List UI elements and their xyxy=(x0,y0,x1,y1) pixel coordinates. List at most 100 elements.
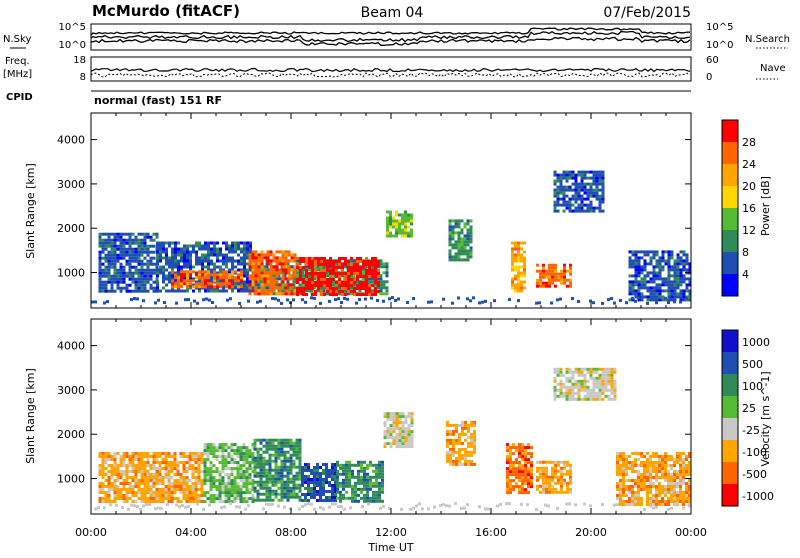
heatmap-cell xyxy=(539,282,542,285)
heatmap-cell xyxy=(254,463,257,466)
heatmap-cell xyxy=(99,452,102,455)
heatmap-cell xyxy=(341,272,344,275)
heatmap-cell xyxy=(168,260,171,263)
heatmap-cell xyxy=(114,467,117,470)
heatmap-cell xyxy=(252,265,255,268)
heatmap-cell xyxy=(646,491,649,494)
heatmap-cell xyxy=(590,183,593,186)
heatmap-cell xyxy=(293,481,296,484)
heatmap-cell xyxy=(667,458,670,461)
heatmap-cell xyxy=(563,383,566,386)
heatmap-cell xyxy=(406,301,409,304)
heatmap-cell xyxy=(246,467,249,470)
heatmap-cell xyxy=(177,251,180,254)
heatmap-cell xyxy=(560,467,563,470)
heatmap-cell xyxy=(305,275,308,278)
heatmap-cell xyxy=(655,455,658,458)
heatmap-cell xyxy=(219,248,222,251)
heatmap-cell xyxy=(280,302,283,305)
heatmap-cell xyxy=(599,201,602,204)
heatmap-cell xyxy=(590,368,593,371)
heatmap-cell xyxy=(219,254,222,257)
heatmap-cell xyxy=(153,257,156,260)
heatmap-cell xyxy=(461,246,464,249)
heatmap-cell xyxy=(628,488,631,491)
heatmap-cell xyxy=(670,479,673,482)
heatmap-cell xyxy=(634,494,637,497)
heatmap-cell xyxy=(111,278,114,281)
heatmap-cell xyxy=(273,265,276,268)
heatmap-cell xyxy=(243,248,246,251)
heatmap-cell xyxy=(243,266,246,269)
heatmap-cell xyxy=(661,470,664,473)
heatmap-cell xyxy=(452,219,455,222)
heatmap-cell xyxy=(288,268,291,271)
heatmap-cell xyxy=(196,302,199,305)
heatmap-cell xyxy=(186,270,189,273)
heatmap-cell xyxy=(322,490,325,493)
heatmap-cell xyxy=(108,458,111,461)
heatmap-cell xyxy=(254,472,257,475)
heatmap-cell xyxy=(590,371,593,374)
heatmap-cell xyxy=(207,248,210,251)
heatmap-cell xyxy=(177,282,180,285)
heatmap-cell xyxy=(622,473,625,476)
heatmap-cell xyxy=(323,257,326,260)
freq-tick-top: 18 xyxy=(73,55,86,66)
heatmap-cell xyxy=(677,253,680,256)
heatmap-cell xyxy=(464,448,467,451)
heatmap-cell xyxy=(668,265,671,268)
heatmap-cell xyxy=(676,491,679,494)
colorbar-segment xyxy=(722,164,738,186)
heatmap-cell xyxy=(267,259,270,262)
heatmap-cell xyxy=(249,449,252,452)
heatmap-cell xyxy=(518,452,521,455)
heatmap-cell xyxy=(159,248,162,251)
heatmap-cell xyxy=(679,497,682,500)
heatmap-cell xyxy=(102,233,105,236)
heatmap-cell xyxy=(225,455,228,458)
heatmap-cell xyxy=(150,275,153,278)
heatmap-cell xyxy=(105,287,108,290)
heatmap-cell xyxy=(299,287,302,290)
heatmap-cell xyxy=(449,463,452,466)
heatmap-cell xyxy=(554,398,557,401)
heatmap-cell xyxy=(132,488,135,491)
heatmap-cell xyxy=(344,278,347,281)
heatmap-cell xyxy=(366,482,369,485)
heatmap-cell xyxy=(246,461,249,464)
heatmap-cell xyxy=(569,377,572,380)
heatmap-cell xyxy=(102,242,105,245)
heatmap-cell xyxy=(554,368,557,371)
heatmap-cell xyxy=(313,490,316,493)
heatmap-cell xyxy=(674,268,677,271)
heatmap-cell xyxy=(587,192,590,195)
heatmap-cell xyxy=(180,485,183,488)
heatmap-cell xyxy=(204,446,207,449)
heatmap-cell xyxy=(249,482,252,485)
heatmap-cell xyxy=(302,260,305,263)
heatmap-cell xyxy=(671,289,674,292)
heatmap-cell xyxy=(234,491,237,494)
heatmap-cell xyxy=(341,293,344,296)
heatmap-cell xyxy=(653,256,656,259)
heatmap-cell xyxy=(509,446,512,449)
heatmap-cell xyxy=(258,271,261,274)
heatmap-cell xyxy=(301,484,304,487)
heatmap-cell xyxy=(614,395,617,398)
heatmap-cell xyxy=(673,470,676,473)
heatmap-cell xyxy=(452,430,455,433)
heatmap-cell xyxy=(348,473,351,476)
heatmap-cell xyxy=(237,263,240,266)
heatmap-cell xyxy=(677,274,680,277)
heatmap-cell xyxy=(120,239,123,242)
heatmap-cell xyxy=(524,470,527,473)
heatmap-cell xyxy=(159,500,162,503)
heatmap-cell xyxy=(560,380,563,383)
heatmap-cell xyxy=(183,455,186,458)
heatmap-cell xyxy=(560,198,563,201)
heatmap-cell xyxy=(198,494,201,497)
heatmap-cell xyxy=(308,281,311,284)
heatmap-cell xyxy=(222,485,225,488)
heatmap-cell xyxy=(634,464,637,467)
